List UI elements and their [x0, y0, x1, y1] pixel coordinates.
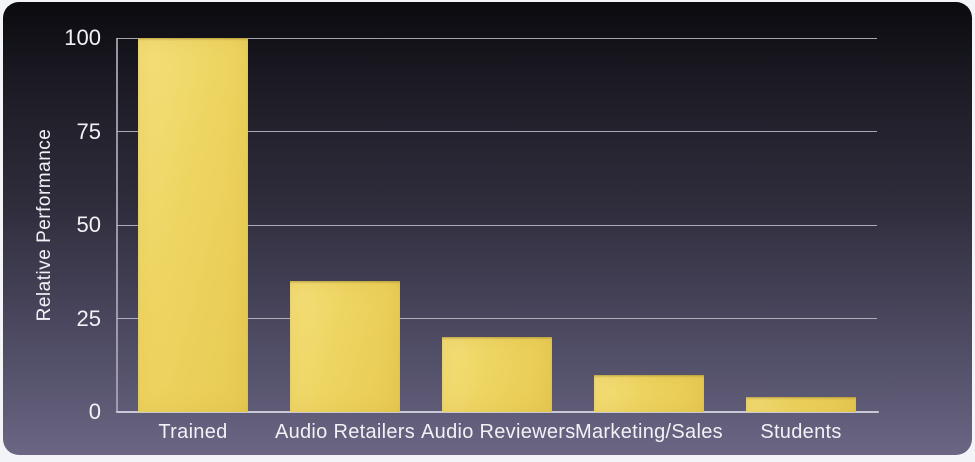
bar-marketing-sales	[594, 374, 704, 412]
plot-area: 0 25 50 75 100 Trained Audio Retailers Audio Re…	[64, 25, 879, 443]
bar-students	[746, 397, 856, 412]
x-category-label-audio-reviewers: Audio Reviewers	[421, 421, 576, 443]
y-tick-label: 0	[88, 399, 101, 424]
x-category-label-marketing-sales: Marketing/Sales	[575, 421, 723, 443]
bar-trained	[138, 38, 248, 412]
x-axis-baseline	[116, 411, 879, 413]
y-tick-label: 75	[76, 118, 101, 144]
gridline-75	[117, 131, 877, 132]
y-tick-label: 100	[64, 25, 101, 50]
x-category-label-trained: Trained	[158, 421, 228, 443]
x-category-label-audio-retailers: Audio Retailers	[274, 421, 416, 443]
gridline-100	[117, 37, 877, 39]
gridline-25	[117, 318, 877, 319]
x-category-label-students: Students	[760, 421, 842, 443]
bar-audio-reviewers	[442, 337, 552, 412]
y-tick-label: 25	[76, 305, 101, 331]
gridline-50	[117, 224, 877, 226]
bar-audio-retailers	[290, 281, 400, 412]
y-tick-label: 50	[76, 212, 101, 237]
